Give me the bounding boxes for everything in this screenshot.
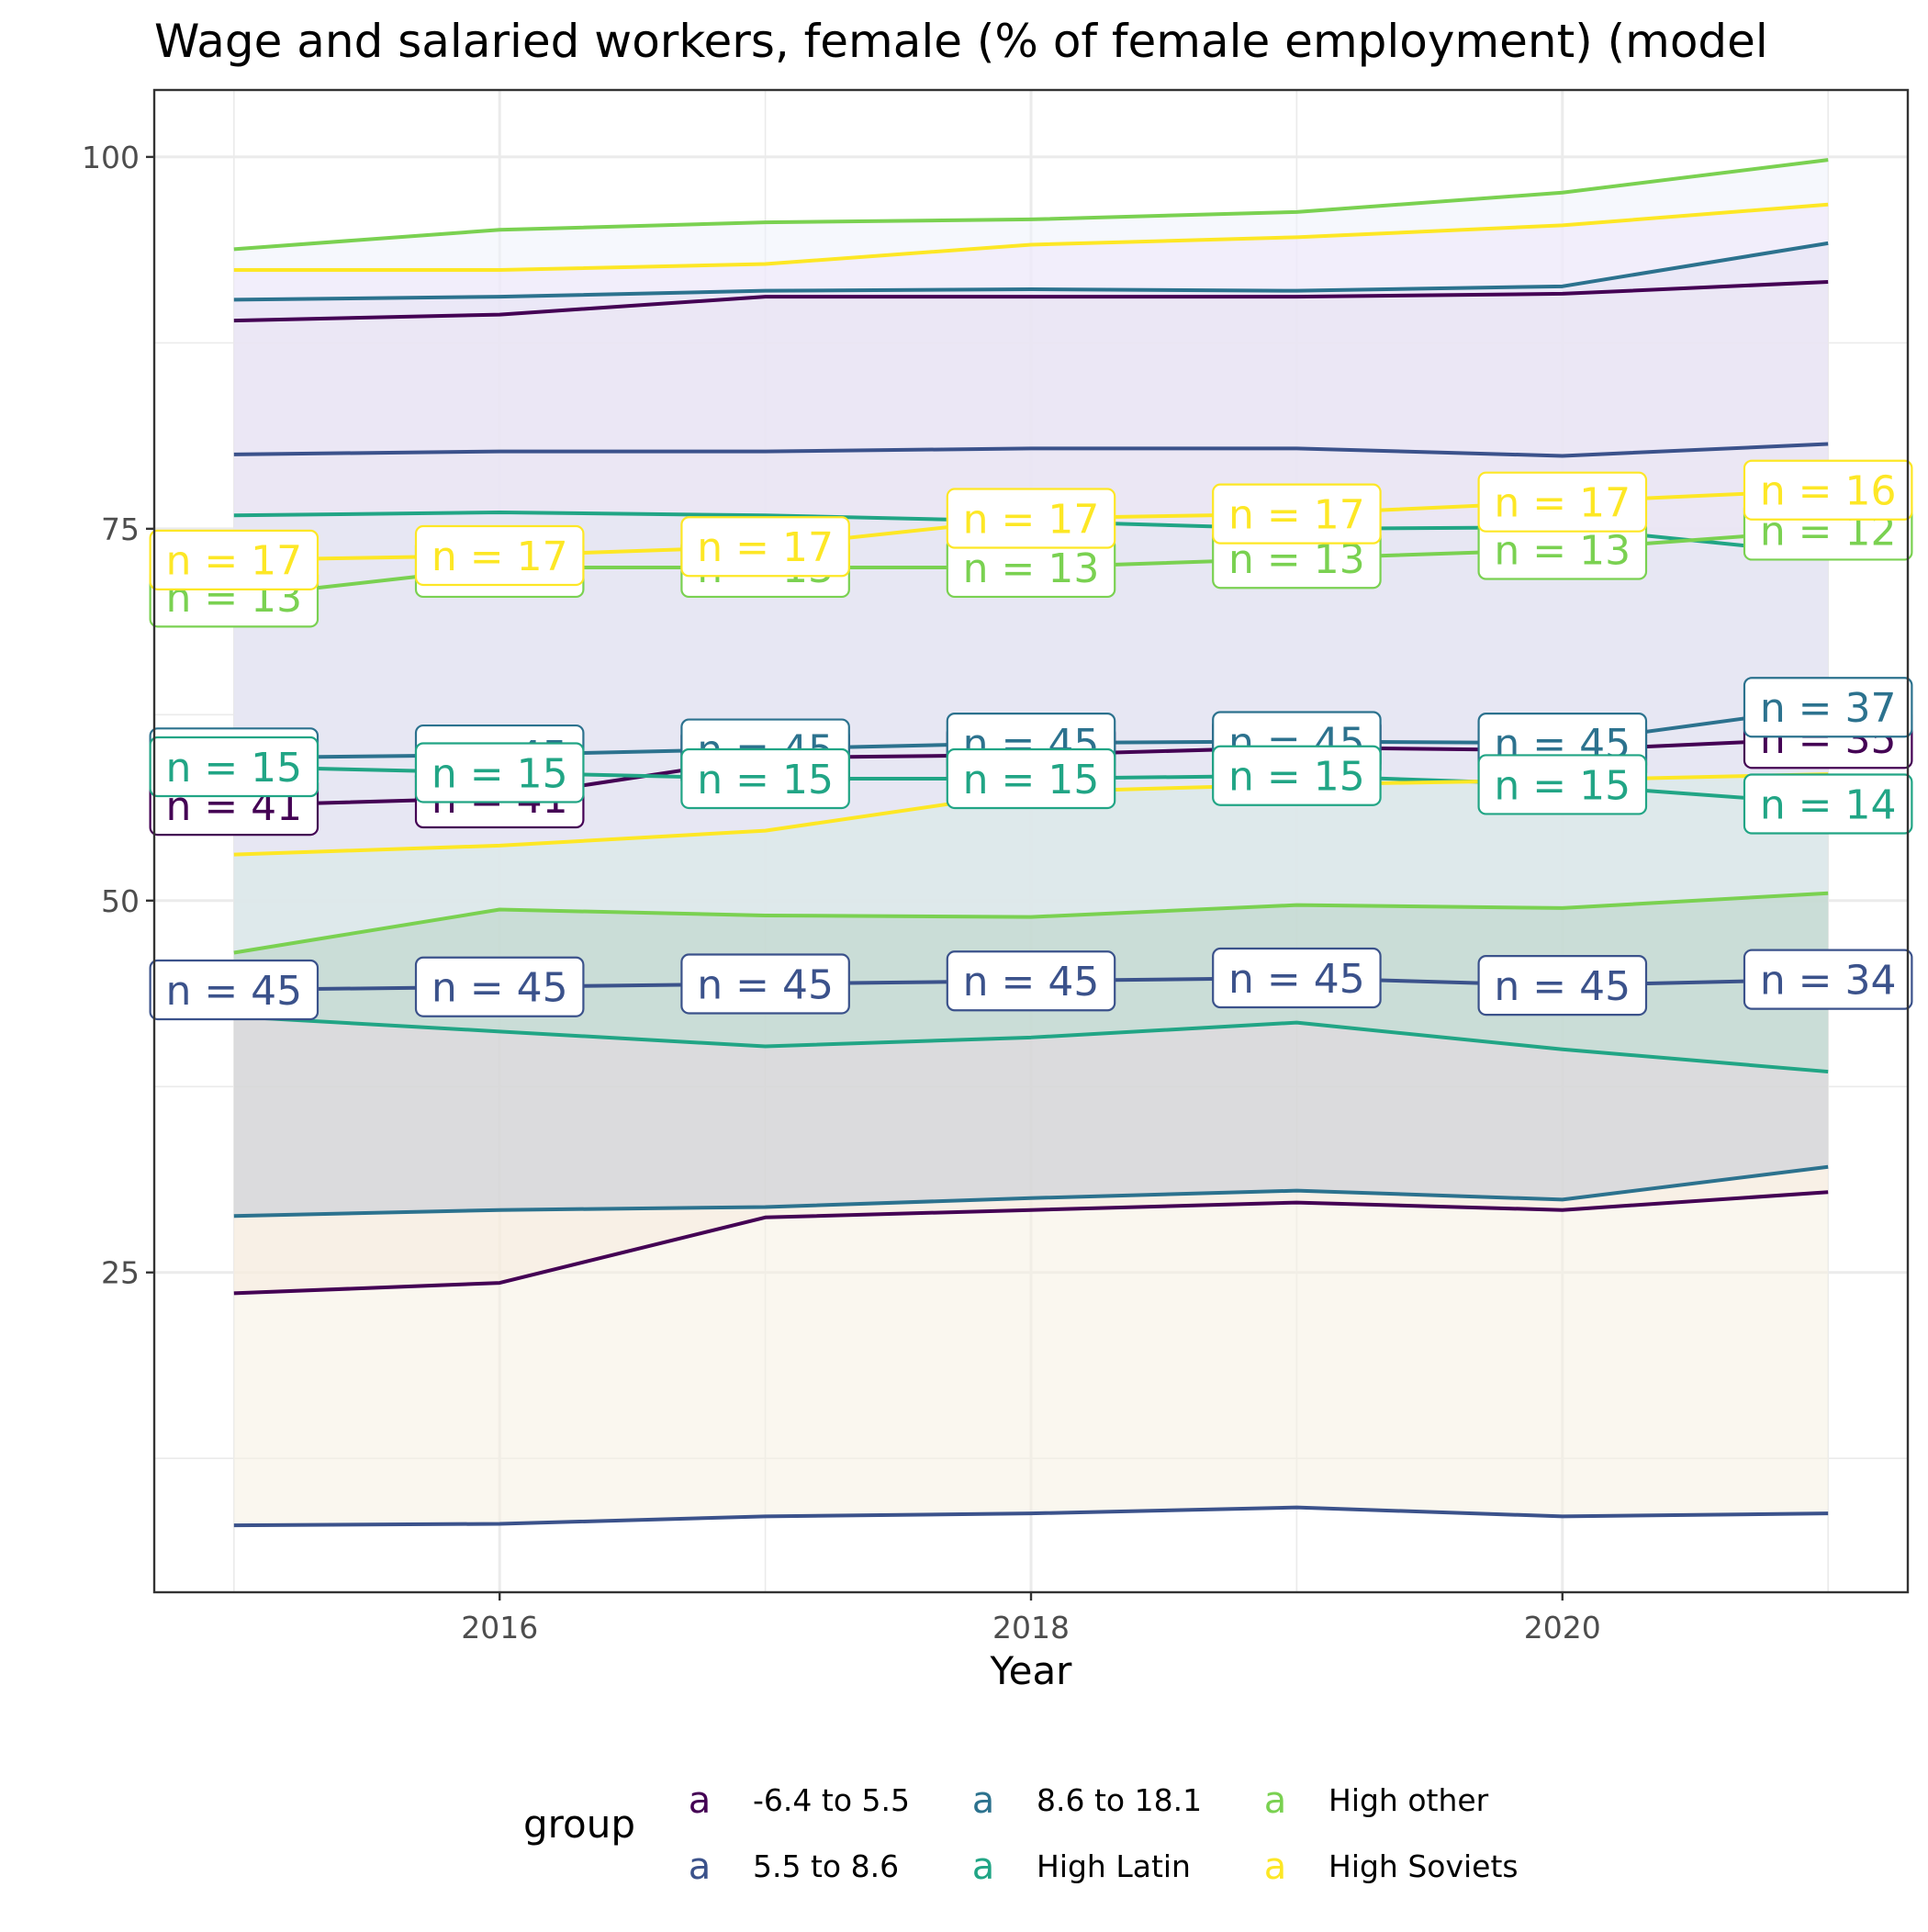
- count-label-box: [149, 736, 319, 798]
- count-label: n = 16: [1760, 468, 1897, 515]
- count-label: n = 45: [1494, 963, 1631, 1010]
- count-label-box: [946, 747, 1116, 810]
- count-label: n = 15: [1494, 762, 1631, 809]
- series-1-upper-line: [233, 279, 1829, 323]
- x-axis-title: Year: [990, 1648, 1073, 1693]
- x-tick-label: 2018: [992, 1610, 1070, 1646]
- count-label-box: [149, 529, 319, 590]
- count-label: n = 45: [697, 961, 834, 1008]
- series-1-lower-line: [233, 1190, 1829, 1296]
- x-tick-label: 2020: [1524, 1610, 1601, 1646]
- count-label: n = 14: [1760, 781, 1897, 828]
- series-3-upper-line: [233, 241, 1829, 302]
- y-tick-label: 25: [101, 1255, 140, 1291]
- legend-entry-label: High Soviets: [1328, 1848, 1519, 1884]
- count-label-box: [1743, 459, 1913, 521]
- legend-entry-label: 5.5 to 8.6: [753, 1848, 899, 1884]
- axes: 25 50 75 100 2016 2018 2020: [82, 140, 1601, 1646]
- y-tick-label: 100: [82, 140, 140, 175]
- count-label: n = 17: [697, 524, 834, 571]
- count-label: n = 13: [963, 545, 1100, 592]
- series-5-upper-line: [233, 158, 1829, 252]
- count-label: n = 17: [1228, 491, 1365, 538]
- count-label-box: [946, 950, 1116, 1012]
- y-tick-label: 50: [101, 883, 140, 919]
- count-label: n = 15: [963, 757, 1100, 803]
- count-label-box: [946, 488, 1116, 549]
- count-label: n = 17: [165, 538, 302, 585]
- count-label: n = 45: [963, 959, 1100, 1005]
- series-3-lower-line: [233, 1164, 1829, 1219]
- count-label: n = 17: [963, 496, 1100, 543]
- count-label: n = 45: [432, 965, 568, 1012]
- legend-key-glyph: a: [689, 1846, 712, 1888]
- y-tick-label: 75: [101, 511, 140, 547]
- legend-entry-label: -6.4 to 5.5: [753, 1782, 910, 1818]
- series-2-upper-line: [233, 442, 1829, 458]
- count-label-box: [1743, 677, 1913, 738]
- count-label-box: [414, 742, 585, 803]
- count-label-box: [414, 524, 585, 587]
- count-label: n = 45: [165, 968, 302, 1015]
- legend-key-glyph: a: [689, 1780, 712, 1822]
- legend-entry-label: High Latin: [1037, 1848, 1191, 1884]
- count-label-box: [680, 953, 850, 1015]
- count-label-box: [1477, 955, 1648, 1017]
- legend-key-glyph: a: [1264, 1780, 1287, 1822]
- legend-entry-label: High other: [1328, 1782, 1489, 1818]
- legend-key-glyph: a: [1264, 1846, 1287, 1888]
- count-label: n = 45: [1228, 956, 1365, 1003]
- count-label: n = 15: [697, 757, 834, 803]
- count-label-box: [680, 516, 850, 578]
- legend-title: group: [523, 1802, 635, 1847]
- count-label-box: [680, 747, 850, 810]
- series-4-lower-line: [233, 1015, 1829, 1074]
- count-label-box: [1477, 471, 1648, 533]
- x-tick-label: 2016: [461, 1610, 538, 1646]
- legend-key-glyph: a: [972, 1846, 995, 1888]
- count-label-box: [1212, 745, 1382, 806]
- count-label: n = 15: [1228, 754, 1365, 801]
- count-label: n = 15: [165, 745, 302, 792]
- count-label: n = 13: [1494, 527, 1631, 574]
- count-label-box: [414, 956, 585, 1017]
- series-6-upper-line: [233, 202, 1829, 272]
- count-label: n = 37: [1760, 685, 1897, 732]
- count-labels: n = 41n = 41n = 45n = 45n = 45n = 45n = …: [149, 459, 1913, 1021]
- count-label-box: [1743, 949, 1913, 1010]
- count-label-box: [149, 959, 319, 1021]
- count-label: n = 34: [1760, 957, 1897, 1004]
- count-label-box: [1477, 754, 1648, 815]
- count-label-box: [1212, 483, 1382, 545]
- series-2-lower-line: [233, 1505, 1829, 1528]
- ribbon-bands: [233, 160, 1829, 1526]
- count-label-box: [1212, 947, 1382, 1009]
- count-label-box: [1743, 773, 1913, 835]
- chart-title: Wage and salaried workers, female (% of …: [154, 15, 1768, 68]
- legend-entry-label: 8.6 to 18.1: [1037, 1782, 1202, 1818]
- count-label: n = 17: [432, 534, 568, 580]
- legend: group a -6.4 to 5.5 a 5.5 to 8.6 a 8.6 to 18.1…: [523, 1780, 1519, 1888]
- count-label: n = 17: [1494, 480, 1631, 527]
- legend-key-glyph: a: [972, 1780, 995, 1822]
- count-label: n = 15: [432, 750, 568, 797]
- series-5-lower-line: [233, 891, 1829, 955]
